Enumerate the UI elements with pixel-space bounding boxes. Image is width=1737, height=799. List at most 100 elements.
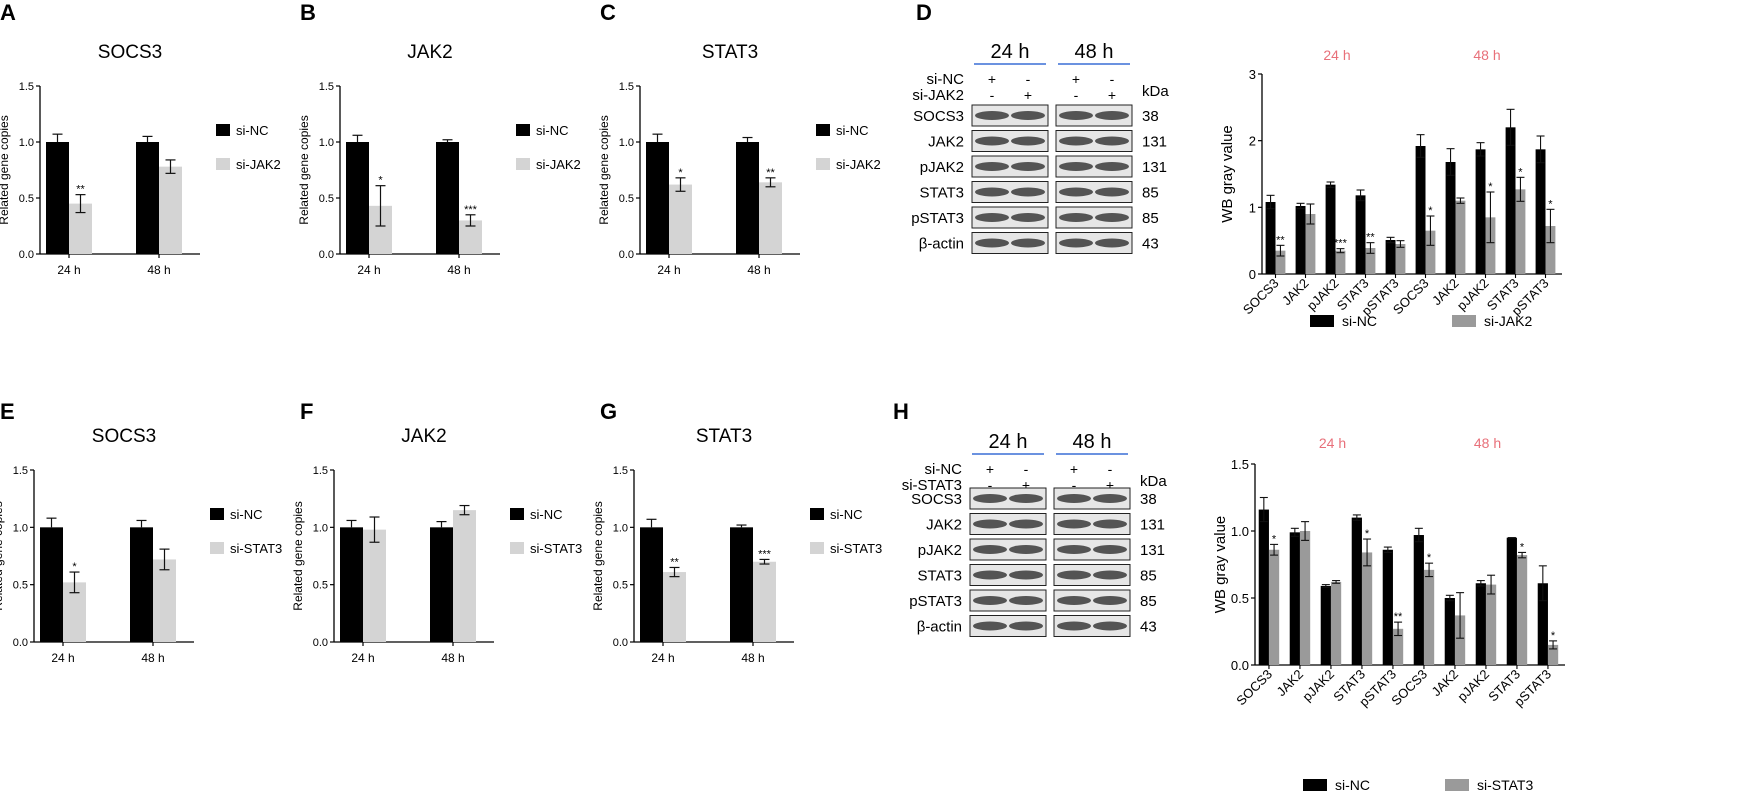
y-tick-label: 1.0	[1231, 524, 1249, 539]
bar-si-nc	[430, 527, 453, 642]
blot-condition-mark: -	[1024, 461, 1029, 477]
x-tick-label: 48 h	[141, 651, 164, 665]
blot-band	[1059, 136, 1093, 146]
chart-b-jak2-si-jak2: JAK2 0.0 0.5 1.0 1.5 Related gene copies * 24 h…	[297, 42, 581, 277]
legend-swatch	[1452, 315, 1476, 327]
bar-si-jak2	[1305, 214, 1316, 274]
blot-band	[1009, 621, 1043, 631]
blot-band	[1057, 570, 1091, 580]
blot-protein-label: STAT3	[920, 185, 964, 202]
blot-band	[975, 162, 1009, 171]
bar-si-nc	[730, 527, 753, 642]
y-axis-label: Related gene copies	[597, 115, 611, 224]
blot-band	[975, 238, 1009, 248]
blot-strip	[971, 155, 1049, 178]
panel-letter-b: B	[300, 0, 316, 25]
blot-band	[973, 570, 1007, 580]
time-header-24h: 24 h	[1319, 435, 1346, 451]
blot-strip	[969, 589, 1047, 612]
y-axis-label: Related gene copies	[297, 115, 311, 224]
bar-si-jak2	[759, 182, 782, 254]
significance-mark: ***	[1334, 238, 1348, 250]
blot-kda-value: 85	[1142, 185, 1159, 202]
legend-label: si-NC	[1335, 777, 1370, 793]
blot-band	[1011, 213, 1045, 222]
bar-si-stat3	[63, 582, 86, 642]
chart-title: STAT3	[702, 42, 758, 63]
blot-band	[1059, 111, 1093, 120]
bar-si-nc	[736, 142, 759, 254]
blot-condition-mark: +	[1070, 461, 1078, 477]
blot-strip	[969, 615, 1047, 637]
bar-si-stat3	[1268, 549, 1280, 665]
chart-title: SOCS3	[92, 426, 156, 447]
y-tick-label: 1.0	[613, 522, 628, 534]
significance-mark: **	[1276, 234, 1285, 246]
bar-si-nc	[1265, 202, 1276, 274]
y-tick-label: 0.5	[1231, 591, 1249, 606]
blot-condition-mark: +	[988, 71, 996, 87]
bar-si-nc	[1415, 146, 1426, 274]
bar-si-jak2	[1545, 226, 1556, 274]
blot-strip	[1053, 538, 1131, 561]
blot-band	[1011, 238, 1045, 248]
bar-si-nc	[1475, 149, 1486, 274]
bar-si-jak2	[1425, 230, 1436, 274]
legend-swatch	[516, 158, 530, 170]
blot-protein-label: JAK2	[926, 517, 962, 534]
bar-si-nc	[340, 527, 363, 642]
y-tick-label: 0.0	[13, 637, 28, 649]
legend-label: si-STAT3	[830, 541, 882, 556]
panel-letter-c: C	[600, 0, 616, 25]
blot-condition-mark: +	[1022, 477, 1030, 493]
legend-swatch	[510, 508, 524, 520]
blot-strip	[1053, 487, 1131, 510]
legend-label: si-STAT3	[1477, 777, 1533, 793]
significance-mark: **	[766, 167, 775, 179]
blot-strip	[1053, 564, 1131, 586]
blot-time-label: 24 h	[989, 431, 1028, 453]
blot-protein-label: SOCS3	[913, 108, 964, 125]
blot-strip	[1053, 589, 1131, 612]
legend-label: si-NC	[1342, 313, 1377, 329]
x-tick-label: 48 h	[447, 263, 470, 277]
bar-si-nc	[1537, 583, 1548, 665]
blot-strip	[1055, 232, 1133, 254]
bar-si-stat3	[1330, 581, 1342, 665]
significance-mark: *	[1548, 198, 1553, 210]
bar-si-stat3	[1485, 584, 1497, 665]
chart-title: JAK2	[407, 42, 452, 63]
blot-band	[1057, 494, 1091, 503]
significance-mark: *	[1428, 205, 1433, 217]
legend-label: si-NC	[836, 123, 869, 138]
blot-band	[1057, 545, 1091, 554]
x-tick-label: pJAK2	[1454, 276, 1492, 314]
bar-si-jak2	[69, 203, 92, 254]
blot-condition-mark: +	[1108, 87, 1116, 103]
y-tick-label: 0.0	[619, 249, 634, 261]
bar-si-nc	[1475, 583, 1486, 665]
blot-condition-mark: +	[1024, 87, 1032, 103]
y-tick-label: 1.0	[319, 137, 334, 149]
bar-si-stat3	[1361, 552, 1373, 665]
y-tick-label: 0	[1249, 267, 1256, 282]
chart-f-jak2-si-stat3: JAK2 0.0 0.5 1.0 1.5 Related gene copies 24 h 4…	[291, 426, 582, 665]
legend-swatch	[810, 508, 824, 520]
chart-c-stat3-si-jak2: STAT3 0.0 0.5 1.0 1.5 Related gene copies * 24 …	[597, 42, 881, 277]
x-tick-label: 48 h	[441, 651, 464, 665]
y-tick-label: 1.0	[19, 137, 34, 149]
bar-si-nc	[1505, 127, 1516, 274]
y-tick-label: 1.5	[319, 81, 334, 93]
blot-band	[1095, 213, 1129, 222]
y-tick-label: 1.0	[619, 137, 634, 149]
blot-condition-label: si-NC	[927, 71, 965, 88]
bar-si-nc	[1289, 532, 1300, 665]
legend-swatch	[1445, 779, 1469, 791]
bar-si-nc	[1385, 240, 1396, 274]
legend-swatch	[210, 508, 224, 520]
blot-time-label: 48 h	[1073, 431, 1112, 453]
bar-si-stat3	[1516, 555, 1528, 665]
blot-band	[1057, 519, 1091, 529]
bar-si-nc	[1351, 517, 1362, 665]
